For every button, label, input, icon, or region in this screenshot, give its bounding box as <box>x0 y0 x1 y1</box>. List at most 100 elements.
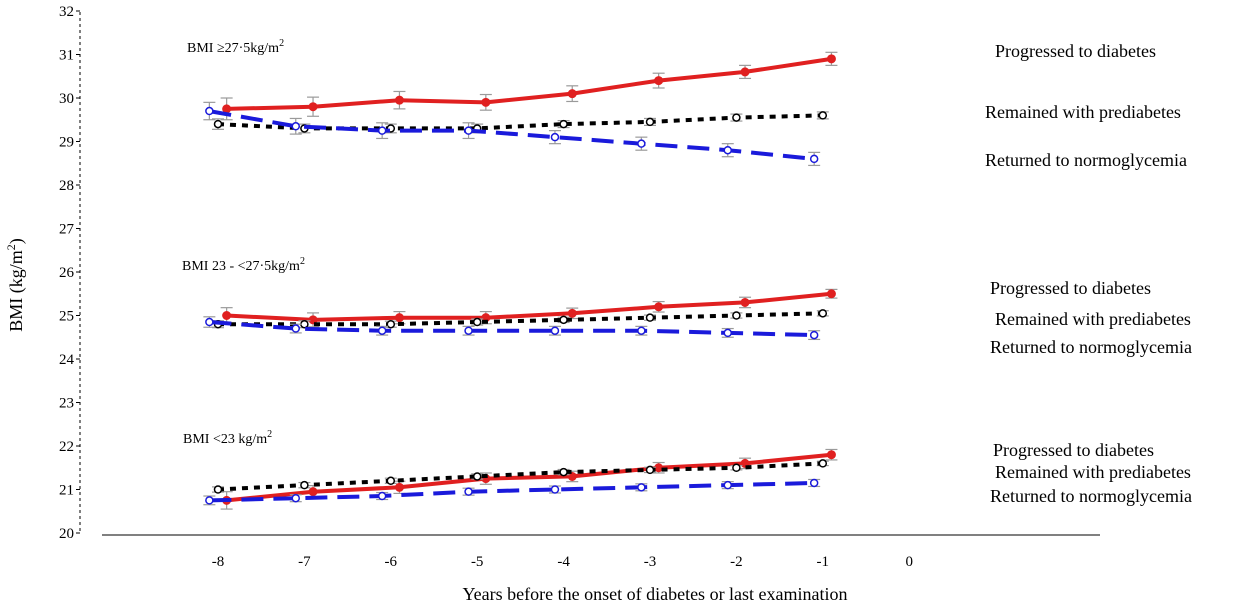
data-point <box>732 113 741 122</box>
series-progressed <box>220 448 838 510</box>
series <box>203 51 838 510</box>
data-point <box>394 482 404 492</box>
series-remained <box>212 111 829 134</box>
data-point <box>213 485 223 494</box>
x-axis-title: Years before the onset of diabetes or la… <box>462 584 847 604</box>
group-label-sup: 2 <box>300 256 305 267</box>
group-label: BMI ≥27·5kg/m2 <box>187 38 284 56</box>
data-point <box>386 476 396 486</box>
data-point <box>809 478 819 488</box>
data-point <box>205 496 214 505</box>
series-returned <box>203 478 821 506</box>
series-label-progressed: Progressed to diabetes <box>995 41 1156 61</box>
data-point <box>222 311 232 320</box>
axes <box>76 10 1100 536</box>
series-line <box>226 452 832 503</box>
data-point <box>213 119 223 129</box>
data-point <box>205 317 214 327</box>
data-point <box>205 106 214 116</box>
data-point <box>645 313 655 322</box>
data-point <box>645 117 655 127</box>
series-progressed <box>220 51 838 121</box>
data-point <box>732 463 741 472</box>
bmi-group-1 <box>203 51 838 167</box>
data-point <box>826 450 836 460</box>
data-point <box>567 308 577 318</box>
y-tick-label: 29 <box>59 135 74 151</box>
data-point <box>637 139 646 148</box>
series-line <box>226 56 832 111</box>
x-tick-label: -8 <box>212 554 225 570</box>
group-label-text: BMI ≥27·5kg/m <box>187 41 279 56</box>
bmi-group-2 <box>203 288 838 341</box>
series-line <box>209 481 815 503</box>
data-point <box>567 89 577 99</box>
y-axis-title-sup: 2 <box>4 244 18 250</box>
data-point <box>481 97 491 107</box>
y-tick-label: 26 <box>59 265 75 281</box>
data-point <box>300 319 309 329</box>
series-line <box>217 461 823 492</box>
data-point <box>308 102 318 112</box>
y-tick-label: 32 <box>59 4 74 20</box>
data-point <box>637 483 646 492</box>
data-point <box>377 491 387 501</box>
data-point <box>818 459 828 468</box>
y-tick-label: 31 <box>59 48 74 64</box>
series-line <box>209 109 815 161</box>
group-label: BMI 23 - <27·5kg/m2 <box>182 256 305 274</box>
data-point <box>550 326 560 335</box>
series-label-returned: Returned to normoglycemia <box>985 150 1187 170</box>
series-label-progressed: Progressed to diabetes <box>993 440 1154 460</box>
group-label-sup: 2 <box>279 38 284 49</box>
x-tick-label: 0 <box>905 554 913 570</box>
data-point <box>809 154 819 164</box>
data-point <box>654 302 664 312</box>
group-label-sup: 2 <box>267 429 272 440</box>
data-point <box>308 315 318 325</box>
data-point <box>723 480 733 490</box>
data-point <box>826 289 836 299</box>
data-point <box>567 471 577 481</box>
data-point <box>740 67 750 77</box>
data-point <box>394 95 404 105</box>
data-point <box>559 119 568 129</box>
data-point <box>637 326 646 335</box>
series-line <box>218 311 823 327</box>
series-remained <box>212 459 829 494</box>
y-tick-label: 20 <box>59 526 74 542</box>
data-point <box>550 132 560 142</box>
data-point <box>550 485 560 494</box>
bmi-group-3 <box>203 448 838 510</box>
x-tick-label: -1 <box>817 554 830 570</box>
data-point <box>723 145 733 155</box>
y-tick-label: 28 <box>59 178 74 194</box>
x-tick-label: -5 <box>471 554 484 570</box>
group-label: BMI <23 kg/m2 <box>183 429 272 447</box>
series-label-progressed: Progressed to diabetes <box>990 278 1151 298</box>
data-point <box>645 465 655 475</box>
data-point <box>464 326 473 335</box>
data-point <box>559 315 568 325</box>
data-point <box>291 122 301 131</box>
data-point <box>377 326 387 335</box>
series-label-returned: Returned to normoglycemia <box>990 337 1192 357</box>
data-point <box>818 309 828 318</box>
y-tick-label: 27 <box>59 222 75 238</box>
data-point <box>559 467 568 477</box>
x-tick-label: -3 <box>644 554 657 570</box>
data-point <box>732 311 741 320</box>
y-axis-title: BMI (kg/m2) <box>4 238 27 332</box>
data-point <box>464 126 473 135</box>
series-returned <box>203 101 821 167</box>
data-point <box>826 54 836 64</box>
series-label-remained: Remained with prediabetes <box>995 462 1191 482</box>
series-label-returned: Returned to normoglycemia <box>990 486 1192 506</box>
data-point <box>472 317 482 327</box>
y-tick-label: 24 <box>59 352 75 368</box>
group-label-text: BMI 23 - <27·5kg/m <box>182 259 300 274</box>
series-label-remained: Remained with prediabetes <box>985 102 1181 122</box>
